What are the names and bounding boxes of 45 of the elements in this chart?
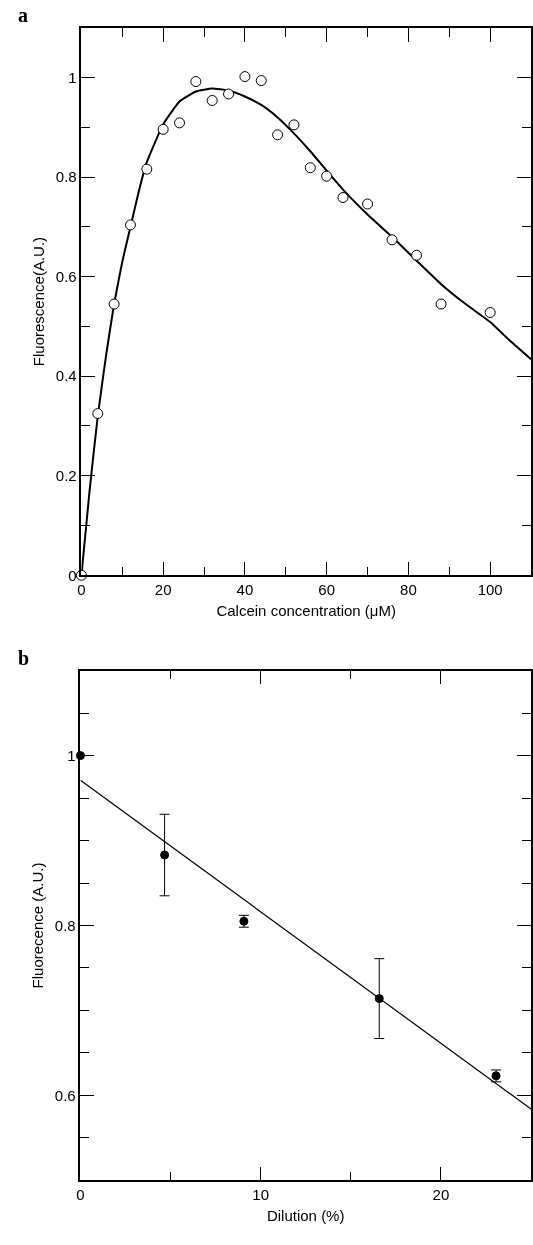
- point: [108, 298, 120, 310]
- x-axis-title: Dilution (%): [266, 1206, 345, 1224]
- x-tick-label: 40: [236, 581, 254, 599]
- y-tick-label: 0.8: [55, 168, 77, 186]
- point: [374, 994, 384, 1004]
- point: [362, 198, 374, 210]
- point: [288, 119, 300, 131]
- y-tick-label: 1: [68, 68, 77, 86]
- y-axis-title: Fluorescence(A.U.): [29, 236, 47, 367]
- point: [255, 75, 267, 87]
- y-tick-label: 0.6: [55, 267, 77, 285]
- y-axis-title: Fluorecence (A.U.): [28, 862, 46, 989]
- x-tick-label: 100: [477, 581, 503, 599]
- point: [321, 170, 333, 182]
- y-tick-label: 0.4: [55, 367, 77, 385]
- y-tick-label: 0.6: [54, 1086, 76, 1104]
- point: [239, 71, 251, 83]
- chart-title: a: [18, 4, 28, 26]
- point: [157, 123, 169, 135]
- x-tick-label: 10: [252, 1186, 270, 1204]
- x-tick-label: 80: [400, 581, 417, 599]
- point: [124, 219, 136, 231]
- point: [484, 307, 496, 318]
- x-tick-label: 20: [154, 581, 172, 599]
- chart-title: b: [18, 647, 30, 669]
- point: [206, 94, 218, 106]
- point: [411, 249, 423, 261]
- point: [304, 162, 316, 174]
- point: [190, 76, 202, 88]
- point: [272, 129, 284, 141]
- y-tick-label: 0.8: [54, 916, 76, 934]
- x-axis-title: Calcein concentration (μM): [216, 601, 396, 619]
- point: [386, 234, 398, 246]
- point: [435, 298, 447, 310]
- point: [337, 192, 349, 204]
- y-tick-label: 1: [67, 746, 76, 764]
- y-tick-label: 0.2: [55, 466, 77, 484]
- point: [174, 117, 185, 129]
- point: [223, 88, 235, 100]
- y-tick-label: 0: [68, 566, 77, 584]
- point: [92, 408, 104, 420]
- point: [160, 850, 170, 860]
- x-tick-label: 60: [318, 581, 335, 599]
- point: [141, 163, 153, 175]
- x-tick-label: 20: [432, 1186, 450, 1204]
